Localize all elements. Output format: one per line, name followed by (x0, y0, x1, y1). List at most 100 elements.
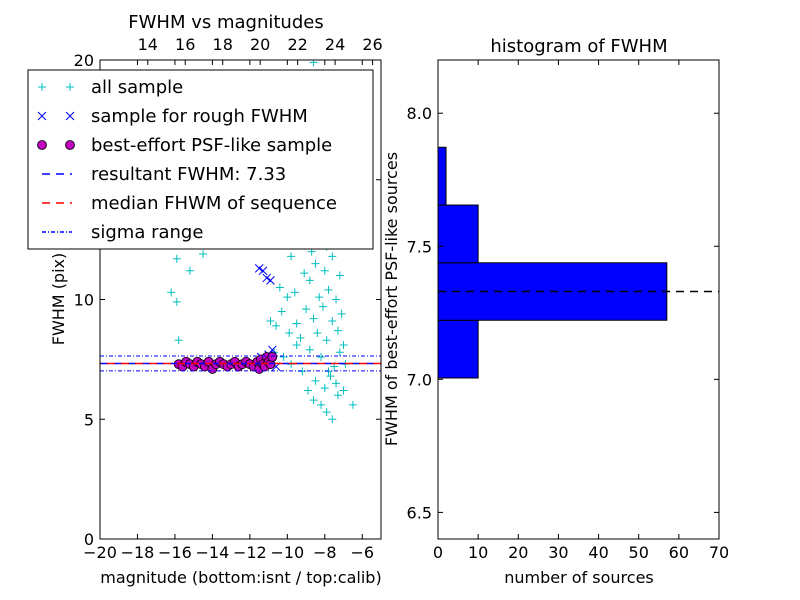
scatter-legend: all sample sample for rough FWHM best-effo… (27, 69, 374, 250)
x-tick-label: −14 (196, 543, 230, 562)
top-tick-label: 22 (287, 35, 307, 54)
all-sample-point (309, 396, 318, 405)
legend-marker-swatch (65, 111, 75, 121)
y-tick-label: 6.5 (407, 503, 432, 522)
all-sample-point (332, 379, 341, 388)
legend-label: median FHWM of sequence (91, 193, 337, 214)
legend-marker-swatch (65, 140, 75, 150)
all-sample-point (322, 336, 331, 345)
all-sample-point (290, 288, 299, 297)
all-sample-point (313, 329, 322, 338)
legend-label: resultant FWHM: 7.33 (91, 164, 286, 185)
rough-sample-point (262, 273, 272, 283)
all-sample-point (339, 341, 348, 350)
x-tick-label: 0 (433, 543, 443, 562)
legend-marker-swatch (37, 140, 47, 150)
all-sample-point (311, 376, 320, 385)
all-sample-point (272, 321, 281, 330)
rough-sample-point (266, 275, 275, 285)
all-sample-point (328, 415, 337, 424)
rough-sample-point (258, 266, 268, 276)
all-sample-point (277, 307, 286, 316)
histogram-frame (437, 59, 720, 540)
all-sample-point (324, 285, 333, 294)
all-sample-point (315, 293, 324, 302)
histogram-panel: histogram of FWHM 0 10 20 30 40 50 60 70 6.5 7.0… (382, 36, 729, 587)
all-sample-point (174, 336, 183, 345)
all-sample-point (185, 266, 194, 275)
x-tick-label: 50 (629, 543, 649, 562)
all-sample-point (287, 252, 296, 261)
x-tick-label: −12 (233, 543, 267, 562)
legend-box (27, 69, 374, 250)
all-sample-point (348, 400, 357, 409)
all-sample-point (335, 348, 344, 357)
legend-marker-swatch (66, 83, 74, 91)
all-sample-point (333, 391, 342, 400)
top-tick-label: 16 (175, 35, 195, 54)
scatter-x-axis-label: magnitude (bottom:isnt / top:calib) (100, 568, 381, 587)
all-sample-point (328, 317, 337, 326)
y-tick-label: 8.0 (407, 104, 432, 123)
all-sample-point (326, 372, 335, 381)
all-sample-point (285, 329, 294, 338)
all-sample-point (300, 269, 309, 278)
all-sample-point (309, 60, 318, 67)
all-sample-point (339, 386, 348, 395)
scatter-bottom-axis-ticks: −20 −18 −16 −14 −12 −10 −8 −6 (83, 60, 374, 562)
all-sample-point (167, 288, 176, 297)
x-tick-label: −8 (313, 543, 337, 562)
legend-label: best-effort PSF-like sample (91, 135, 332, 156)
all-sample-point (275, 283, 284, 292)
all-sample-point (311, 259, 320, 268)
y-tick-label: 10 (74, 291, 94, 310)
legend-label: sigma range (91, 222, 203, 243)
all-sample-point (279, 352, 288, 361)
all-sample-point (320, 384, 329, 393)
histogram-x-axis-label: number of sources (504, 568, 654, 587)
y-tick-label: 5 (84, 410, 94, 429)
histogram-x-axis-ticks: 0 10 20 30 40 50 60 70 (433, 60, 729, 562)
top-tick-label: 26 (362, 35, 382, 54)
legend-marker-swatch (37, 111, 47, 121)
all-sample-point (172, 297, 181, 306)
legend-label: sample for rough FWHM (91, 106, 308, 127)
histogram-y-axis-ticks: 6.5 7.0 7.5 8.0 (407, 104, 719, 522)
all-sample-point (292, 319, 301, 328)
all-sample-point (317, 400, 326, 409)
x-tick-label: 30 (548, 543, 568, 562)
legend-label: all sample (91, 77, 183, 98)
x-tick-label: 40 (588, 543, 608, 562)
all-sample-point (320, 266, 329, 275)
all-sample-point (317, 352, 326, 361)
x-tick-label: 20 (508, 543, 528, 562)
x-tick-label: 60 (669, 543, 689, 562)
all-sample-point (328, 252, 337, 261)
histogram-y-axis-label: FWHM of best-effort PSF-like sources (382, 152, 401, 446)
all-sample-point (296, 333, 305, 342)
legend-marker-swatch (38, 83, 46, 91)
scatter-panel: FWHM vs magnitudes 14 16 18 20 22 24 26 −20 −18… (27, 12, 383, 587)
rough-sample-point (267, 345, 277, 355)
all-sample-point (333, 326, 342, 335)
all-sample-point (305, 345, 314, 354)
all-sample-point (337, 309, 346, 318)
x-tick-label: −10 (270, 543, 304, 562)
histogram-bar (437, 146, 447, 206)
all-sample-point (305, 276, 314, 285)
x-tick-label: 70 (709, 543, 729, 562)
histogram-bar (437, 204, 479, 264)
top-tick-label: 18 (213, 35, 233, 54)
scatter-y-axis-label: FWHM (pix) (49, 253, 68, 346)
all-sample-point (302, 305, 311, 314)
scatter-top-axis-ticks: 14 16 18 20 22 24 26 (138, 35, 383, 65)
rough-sample-point (254, 264, 264, 273)
y-tick-label: 20 (74, 51, 94, 70)
x-tick-label: 10 (468, 543, 488, 562)
scatter-reference-lines (100, 355, 381, 372)
psf-sample-point (267, 352, 278, 362)
all-sample-point (322, 408, 331, 417)
y-tick-label: 7.0 (407, 370, 432, 389)
x-tick-label: −16 (158, 543, 192, 562)
x-tick-label: −6 (350, 543, 374, 562)
